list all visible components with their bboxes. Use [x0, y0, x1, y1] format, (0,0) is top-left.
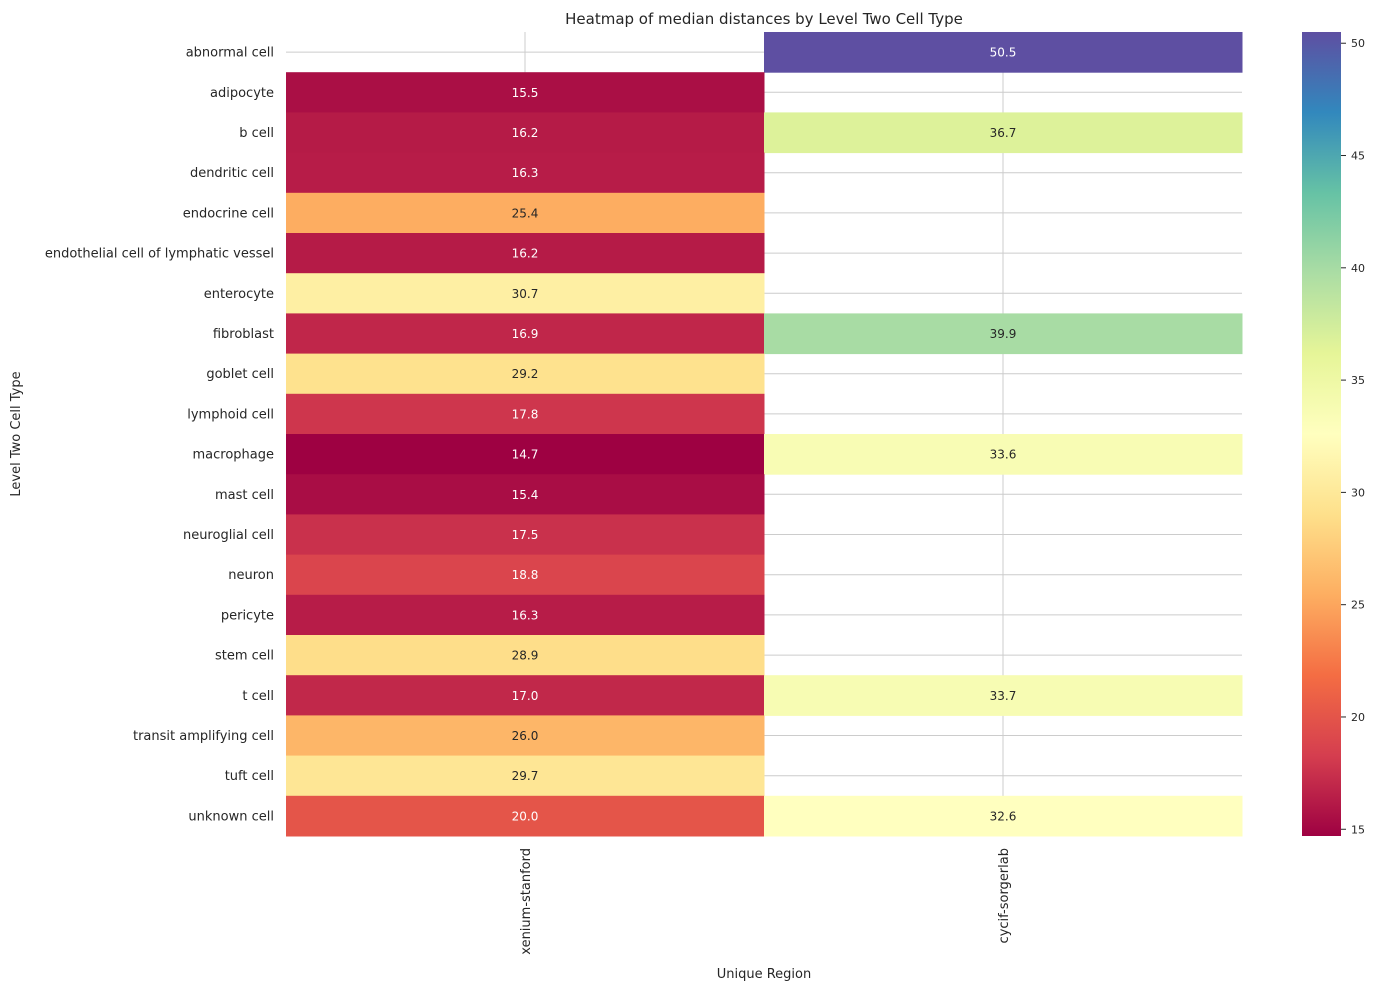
cell-annotation: 33.6 [990, 448, 1017, 462]
row-label: lymphoid cell [187, 407, 274, 422]
cell-annotation: 50.5 [990, 46, 1017, 60]
cell-annotation: 15.5 [512, 86, 539, 100]
row-label: enterocyte [204, 287, 274, 302]
cell-annotation: 17.0 [512, 689, 539, 703]
cell-annotation: 28.9 [512, 649, 539, 663]
heatmap-cell [286, 112, 765, 154]
column-label: cycif-sorgerlab [997, 848, 1012, 943]
row-label: dendritic cell [190, 166, 274, 181]
colorbar-tick-label: 25 [1351, 599, 1365, 612]
heatmap-cell [286, 514, 765, 556]
heatmap-cell [286, 434, 765, 475]
heatmap-cell [286, 192, 765, 234]
row-label: endocrine cell [183, 206, 274, 221]
row-label: adipocyte [210, 86, 274, 101]
colorbar-tick-label: 45 [1351, 150, 1365, 163]
colorbar-tick-label: 30 [1351, 486, 1365, 499]
heatmap-cell [286, 353, 765, 395]
heatmap-cell [286, 554, 765, 596]
cell-annotation: 18.8 [512, 568, 539, 582]
cell-annotation: 32.6 [990, 809, 1017, 823]
row-label: abnormal cell [186, 46, 274, 61]
chart-title: Heatmap of median distances by Level Two… [565, 10, 963, 28]
cell-annotation: 26.0 [512, 729, 539, 743]
cell-annotation: 16.3 [512, 166, 539, 180]
cell-annotation: 25.4 [512, 206, 539, 220]
cell-annotation: 14.7 [512, 448, 539, 462]
cell-annotation: 39.9 [990, 327, 1017, 341]
column-labels: xenium-stanford cycif-sorgerlab [519, 848, 1012, 955]
cell-annotation: 29.2 [512, 367, 539, 381]
cell-annotation: 30.7 [512, 287, 539, 301]
colorbar [1302, 32, 1341, 836]
row-label: pericyte [221, 608, 274, 623]
row-label: goblet cell [206, 367, 274, 382]
cell-annotation: 33.7 [990, 689, 1017, 703]
heatmap-cell [286, 474, 765, 515]
row-label: macrophage [193, 448, 275, 463]
colorbar-tick-label: 40 [1351, 262, 1365, 275]
cell-annotation: 16.3 [512, 608, 539, 622]
colorbar-ticks: 15 20 25 30 35 40 45 50 [1341, 37, 1365, 836]
row-label: neuroglial cell [183, 528, 274, 543]
heatmap-cell [286, 233, 765, 274]
heatmap-cell [286, 393, 765, 435]
row-label: t cell [242, 689, 274, 704]
colorbar-tick-label: 35 [1351, 374, 1365, 387]
heatmap-cell [286, 675, 765, 716]
heatmap-cell [286, 795, 765, 837]
heatmap-cell [286, 273, 765, 314]
row-labels: abnormal cell adipocyte b cell dendritic ce… [45, 46, 274, 825]
heatmap-cell [286, 635, 765, 676]
heatmap-cell [764, 434, 1243, 475]
heatmap-cell [286, 72, 765, 113]
cell-annotation: 29.7 [512, 769, 539, 783]
row-label: stem cell [215, 649, 274, 664]
row-label: b cell [239, 126, 274, 141]
heatmap-cell [286, 715, 765, 757]
cell-annotation: 20.0 [512, 809, 539, 823]
heatmap-cell [764, 675, 1243, 716]
cell-annotation: 16.2 [512, 247, 539, 261]
row-label: transit amplifying cell [133, 729, 274, 744]
cell-annotation: 16.9 [512, 327, 539, 341]
x-axis-label: Unique Region [717, 967, 812, 982]
row-label: mast cell [215, 488, 274, 503]
row-label: fibroblast [213, 327, 274, 342]
row-label: endothelial cell of lymphatic vessel [45, 247, 274, 262]
y-axis-label: Level Two Cell Type [9, 371, 24, 496]
colorbar-tick-label: 15 [1351, 823, 1365, 836]
column-label: xenium-stanford [519, 848, 534, 955]
colorbar-tick-label: 20 [1351, 711, 1365, 724]
heatmap-cells: 50.5 15.5 16.2 36.7 16.3 25.4 16.2 30.7 16.9 39.9… [286, 32, 1243, 837]
heatmap-cell [764, 32, 1243, 73]
heatmap-cell [286, 313, 765, 355]
cell-annotation: 15.4 [512, 488, 539, 502]
heatmap-cell [764, 112, 1243, 154]
colorbar-tick-label: 50 [1351, 37, 1365, 50]
cell-annotation: 36.7 [990, 126, 1017, 140]
heatmap-cell [764, 313, 1243, 355]
row-label: neuron [228, 568, 274, 583]
row-label: tuft cell [225, 769, 274, 784]
cell-annotation: 17.8 [512, 407, 539, 421]
heatmap-cell [764, 795, 1243, 837]
cell-annotation: 17.5 [512, 528, 539, 542]
cell-annotation: 16.2 [512, 126, 539, 140]
row-label: unknown cell [188, 809, 274, 824]
heatmap-cell [286, 755, 765, 797]
heatmap-cell [286, 594, 765, 636]
heatmap-cell [286, 152, 765, 194]
